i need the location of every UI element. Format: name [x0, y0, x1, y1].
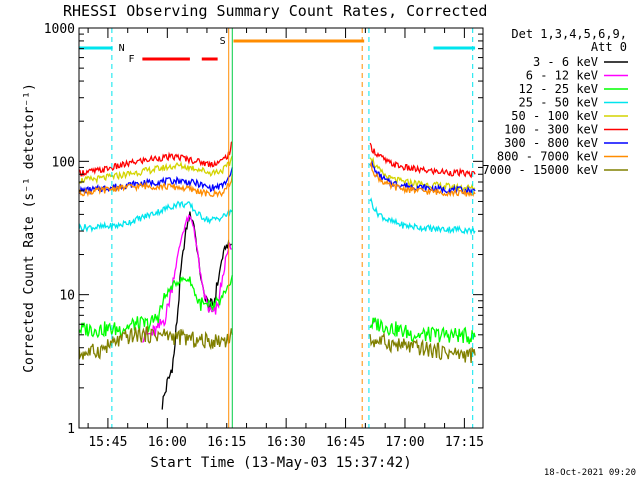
- y-tick-label: 1: [67, 422, 75, 437]
- legend-entry-label: 25 - 50 keV: [519, 96, 598, 110]
- series-line-2-1: [369, 317, 476, 345]
- y-tick-label: 1000: [44, 22, 75, 37]
- y-axis: 1 10 100 1000: [44, 22, 483, 437]
- x-tick-label: 16:45: [326, 435, 365, 450]
- legend-entry-label: 50 - 100 keV: [511, 109, 598, 123]
- flag-f-label: F: [129, 54, 135, 65]
- chart-title: RHESSI Observing Summary Count Rates, Co…: [63, 2, 487, 20]
- flag-bar-layer: NF S: [79, 36, 476, 65]
- y-axis-label: Corrected Count Rate (s⁻¹ detector⁻¹): [22, 83, 37, 373]
- y-tick-label: 100: [52, 155, 75, 170]
- legend-entry-label: 100 - 300 keV: [504, 123, 598, 137]
- series-line-3-1: [369, 197, 476, 236]
- flag-s-label: S: [220, 36, 226, 47]
- x-tick-label: 17:00: [385, 435, 424, 450]
- series-line-5-0: [79, 141, 233, 177]
- vertical-marker-layer: [111, 28, 474, 428]
- series-line-2-0: [79, 275, 233, 339]
- series-line-4-0: [79, 155, 233, 185]
- legend-entry-label: 7000 - 15000 keV: [482, 163, 598, 177]
- legend-entry-label: 6 - 12 keV: [526, 69, 598, 83]
- series-line-6-0: [79, 167, 233, 195]
- series-line-3-0: [79, 200, 233, 233]
- x-tick-label: 17:15: [445, 435, 484, 450]
- series-line-7-1: [369, 160, 476, 198]
- series-line-5-1: [369, 142, 476, 179]
- footer-date: 18-Oct-2021 09:20: [544, 468, 636, 478]
- x-tick-label: 16:00: [148, 435, 187, 450]
- flag-n-label: N: [119, 43, 125, 54]
- x-tick-label: 15:45: [88, 435, 127, 450]
- x-axis: 15:45 16:00 16:15 16:30 16:45 17:00 17:15: [87, 28, 484, 450]
- series-line-7-0: [79, 174, 233, 199]
- series-line-8-1: [369, 331, 476, 363]
- legend-entry-label: 300 - 800 keV: [504, 136, 598, 150]
- legend-header-attenuator: Att 0: [591, 40, 627, 54]
- legend-entry-label: 800 - 7000 keV: [497, 150, 598, 164]
- y-tick-label: 10: [59, 289, 75, 304]
- x-tick-label: 16:30: [267, 435, 306, 450]
- x-tick-label: 16:15: [207, 435, 246, 450]
- x-axis-label: Start Time (13-May-03 15:37:42): [150, 455, 411, 471]
- series-line-8-0: [79, 326, 233, 360]
- plot-frame: [78, 27, 484, 429]
- legend-entry-label: 12 - 25 keV: [519, 82, 598, 96]
- legend-header-detectors: Det 1,3,4,5,6,9,: [511, 27, 627, 41]
- series-layer: [79, 141, 476, 410]
- series-line-1-0: [141, 214, 232, 343]
- series-line-0-0: [161, 211, 232, 410]
- legend-entry-label: 3 - 6 keV: [533, 55, 598, 69]
